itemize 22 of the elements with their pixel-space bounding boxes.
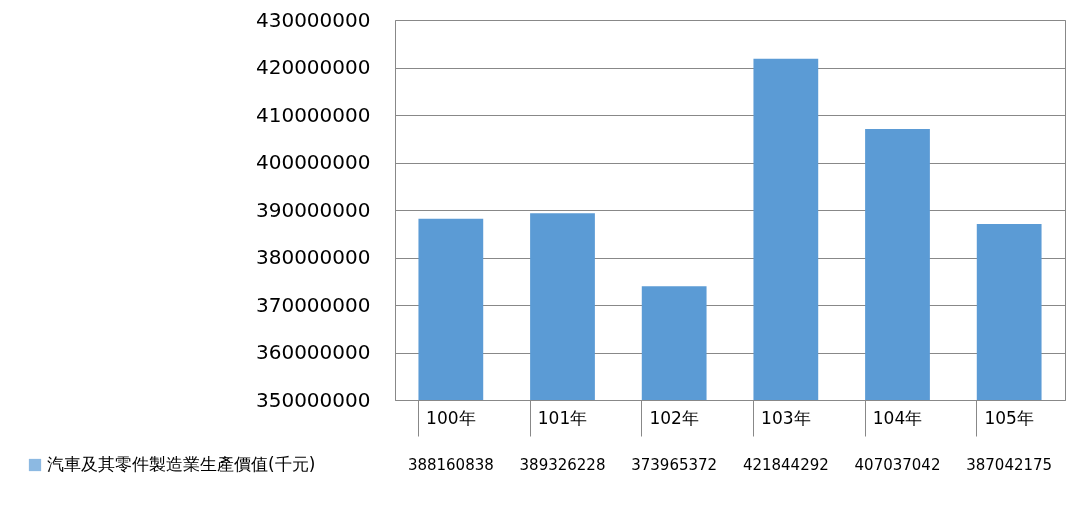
y-tick-label: 400000000 — [255, 150, 371, 174]
y-tick-label: 350000000 — [255, 387, 371, 412]
x-tick-label: 103年 — [761, 407, 811, 428]
y-tick-label: 410000000 — [255, 102, 371, 127]
legend-label: 汽車及其零件製造業生產價值(千元) — [47, 454, 316, 474]
data-label: 389326228 — [519, 456, 606, 474]
x-tick-label: 102年 — [649, 407, 699, 428]
y-tick-label: 390000000 — [255, 197, 371, 222]
data-label: 388160838 — [407, 456, 494, 474]
y-tick-label: 380000000 — [255, 245, 371, 269]
y-tick-label: 360000000 — [255, 340, 371, 364]
x-tick-label: 105年 — [984, 407, 1034, 428]
x-tick-label: 101年 — [537, 407, 588, 428]
y-tick-label: 420000000 — [255, 55, 371, 79]
x-tick-label: 104年 — [872, 407, 923, 428]
y-tick-label: 430000000 — [255, 7, 371, 32]
data-label: 407037042 — [854, 456, 941, 474]
data-label: 373965372 — [631, 456, 718, 474]
y-tick-label: 370000000 — [255, 292, 371, 317]
x-tick-label: 100年 — [426, 407, 476, 428]
data-label: 387042175 — [966, 456, 1053, 474]
data-label: 421844292 — [742, 456, 829, 474]
